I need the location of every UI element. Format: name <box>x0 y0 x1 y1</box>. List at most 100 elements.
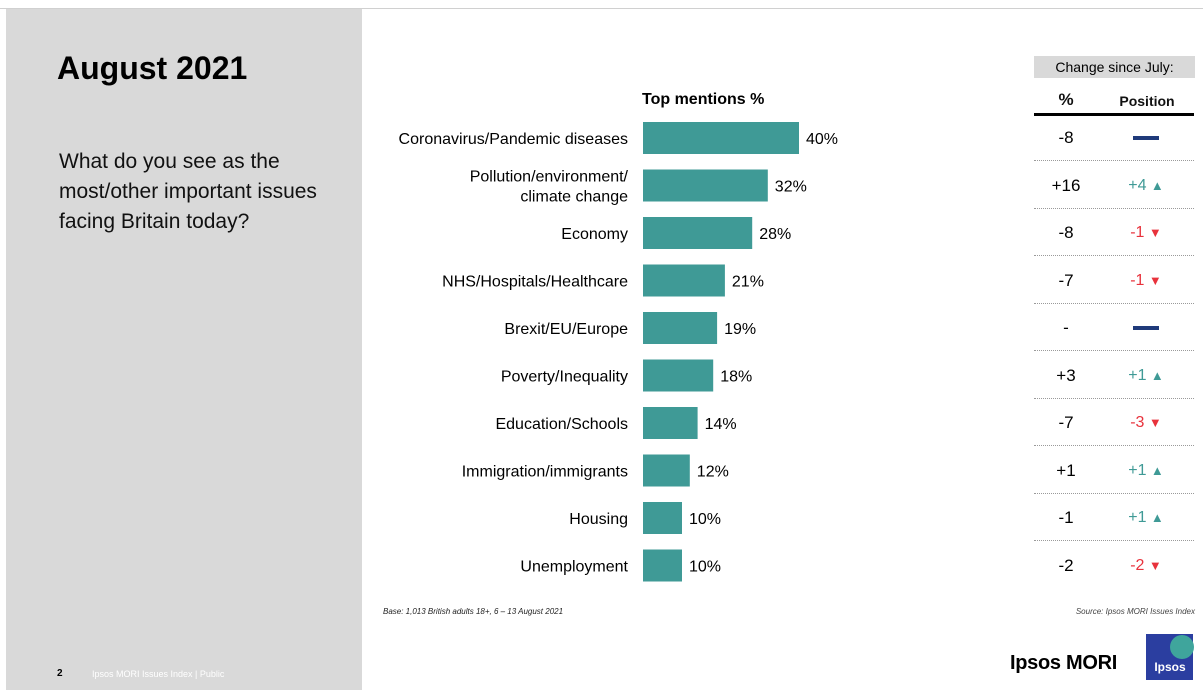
change-pct-4: - <box>1063 318 1069 337</box>
row-separator <box>1034 160 1194 161</box>
bar-6 <box>643 407 698 439</box>
category-label-1: Pollution/environment/climate change <box>470 169 629 206</box>
change-position-9: -2 ▼ <box>1098 542 1194 589</box>
base-note: Base: 1,013 British adults 18+, 6 – 13 A… <box>383 607 564 616</box>
row-separator <box>1034 445 1194 446</box>
page-number: 2 <box>57 668 63 679</box>
row-separator <box>1034 302 1194 304</box>
top-border <box>0 8 1203 9</box>
bar-3 <box>643 264 725 297</box>
category-label-4: Brexit/EU/Europe <box>504 321 628 338</box>
row-separator <box>1034 540 1194 541</box>
change-pct-5: +3 <box>1056 365 1076 385</box>
category-label-3: NHS/Hospitals/Healthcare <box>442 274 628 291</box>
left-panel <box>6 9 362 690</box>
up-triangle-icon: ▲ <box>1150 177 1164 193</box>
bar-4 <box>643 312 718 344</box>
change-column-position: Position <box>1119 93 1175 109</box>
ipsos-logo-dot <box>1170 635 1194 659</box>
change-row-3: -7 -1 ▼ <box>1034 257 1194 304</box>
bar-9 <box>643 549 682 582</box>
up-triangle-icon: ▲ <box>1150 462 1164 478</box>
down-triangle-icon: ▼ <box>1148 415 1162 430</box>
down-triangle-icon: ▼ <box>1148 557 1162 573</box>
up-triangle-icon: ▲ <box>1150 510 1164 525</box>
row-separator <box>1034 492 1194 494</box>
value-label-1: 32% <box>775 179 807 196</box>
change-pct-3: -7 <box>1058 270 1074 290</box>
change-row-7: +1 +1 ▲ <box>1034 447 1194 494</box>
change-position-2: -1 ▼ <box>1098 209 1194 256</box>
value-label-6: 14% <box>705 416 737 433</box>
position-change-value: -1 <box>1130 224 1149 241</box>
change-row-1: +16 +4 ▲ <box>1034 162 1194 209</box>
bar-0 <box>643 122 799 154</box>
change-column-pct: % <box>1058 90 1074 109</box>
change-row-6: -7 -3 ▼ <box>1034 399 1194 446</box>
header-rule <box>1034 113 1194 116</box>
change-position-7: +1 ▲ <box>1098 447 1194 494</box>
source-note: Source: Ipsos MORI Issues Index <box>1075 607 1195 616</box>
change-position-5: +1 ▲ <box>1098 352 1194 399</box>
row-separator <box>1034 397 1194 399</box>
ipsos-logo-label: Ipsos <box>1154 660 1186 674</box>
row-separator <box>1034 255 1194 256</box>
up-triangle-icon: ▲ <box>1150 367 1164 383</box>
bar-1 <box>643 169 768 202</box>
down-triangle-icon: ▼ <box>1148 272 1162 288</box>
change-pct-9: -2 <box>1058 555 1074 575</box>
category-label-0: Coronavirus/Pandemic diseases <box>399 131 628 148</box>
change-position-1: +4 ▲ <box>1098 162 1194 209</box>
survey-question: What do you see as the most/other import… <box>59 150 317 233</box>
bar-2 <box>643 217 753 249</box>
row-separator <box>1034 207 1194 209</box>
bar-8 <box>643 502 682 534</box>
slide-title: August 2021 <box>57 50 248 86</box>
change-row-8: -1 +1 ▲ <box>1034 494 1194 541</box>
change-position-3: -1 ▼ <box>1098 257 1194 304</box>
bar-7 <box>643 454 690 487</box>
change-table-title: Change since July: <box>1034 56 1195 78</box>
row-separator <box>1034 350 1194 351</box>
down-triangle-icon: ▼ <box>1148 225 1162 240</box>
value-label-3: 21% <box>732 274 764 291</box>
change-pct-2: -8 <box>1058 223 1074 242</box>
position-change-value: +4 <box>1128 176 1151 194</box>
position-change-value: +1 <box>1128 509 1151 526</box>
change-position-6: -3 ▼ <box>1098 399 1194 446</box>
change-row-2: -8 -1 ▼ <box>1034 209 1194 256</box>
position-change-value: -1 <box>1130 271 1149 289</box>
change-row-9: -2 -2 ▼ <box>1034 542 1194 589</box>
change-pct-0: -8 <box>1058 128 1074 147</box>
category-label-6: Education/Schools <box>495 416 628 433</box>
change-pct-1: +16 <box>1051 175 1081 195</box>
value-label-4: 19% <box>724 321 756 338</box>
chart-title: Top mentions % <box>642 91 765 108</box>
value-label-9: 10% <box>689 559 721 576</box>
change-position-8: +1 ▲ <box>1098 494 1194 541</box>
bar-5 <box>643 359 714 392</box>
change-row-5: +3 +1 ▲ <box>1034 352 1194 399</box>
change-pct-8: -1 <box>1058 508 1074 527</box>
change-position-4 <box>1098 304 1194 351</box>
change-row-0: -8 <box>1034 114 1194 161</box>
value-label-0: 40% <box>806 131 838 148</box>
position-change-value: -2 <box>1130 556 1149 574</box>
category-label-2: Economy <box>561 226 628 243</box>
value-label-7: 12% <box>697 464 729 481</box>
value-label-5: 18% <box>720 369 752 386</box>
ipsos-mori-logo-text: Ipsos MORI <box>1010 652 1118 674</box>
position-change-value: +1 <box>1128 366 1151 384</box>
change-pct-7: +1 <box>1056 460 1076 480</box>
footer-text: Ipsos MORI Issues Index | Public <box>92 669 225 679</box>
category-label-5: Poverty/Inequality <box>501 369 628 386</box>
position-change-value: -3 <box>1130 414 1149 431</box>
position-change-value: +1 <box>1128 461 1151 479</box>
no-change-dash-icon <box>1133 325 1159 330</box>
category-label-8: Housing <box>569 511 628 528</box>
category-label-7: Immigration/immigrants <box>462 464 628 481</box>
value-label-8: 10% <box>689 511 721 528</box>
change-position-0 <box>1098 114 1194 161</box>
change-pct-6: -7 <box>1058 413 1074 432</box>
